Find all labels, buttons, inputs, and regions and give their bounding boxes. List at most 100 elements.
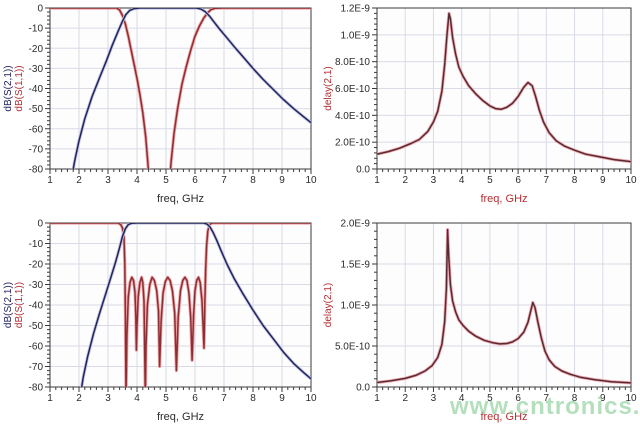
chart-sparams-lower: 1 2 3 4 5 6 7 8 9 10 0 -10 -20 -30 -40 -50 -60 -70 -80 dB(… [0, 215, 320, 429]
x-tick-label: 10 [305, 393, 317, 404]
y-tick-label: -70 [29, 144, 44, 155]
x-tick-label: 5 [487, 175, 493, 186]
x-axis-title: freq, GHz [480, 411, 528, 423]
plot-area-delay-upper: 1 2 3 4 5 6 7 8 9 10 1.2E-9 1.0E-9 8.0E-10 6.0E-10 4.0… [335, 4, 637, 187]
axis-ticks [45, 222, 312, 392]
y-axis-title: delay(2,1) [323, 8, 334, 169]
x-tick-label: 7 [221, 175, 227, 186]
x-tick-label: 2 [76, 393, 82, 404]
x-tick-labels: 1 2 3 4 5 6 7 8 9 10 [47, 175, 317, 186]
x-tick-labels: 1 2 3 4 5 6 7 8 9 10 [374, 393, 637, 404]
y-tick-label: 0.0 [356, 383, 370, 394]
x-tick-label: 10 [305, 175, 317, 186]
x-tick-label: 1 [374, 393, 380, 404]
y-tick-labels: 2.0E-9 1.5E-9 1.0E-9 5.0E-10 0.0 [335, 219, 370, 394]
x-tick-label: 9 [600, 393, 606, 404]
y-tick-label: 0.0 [356, 165, 370, 176]
x-tick-label: 6 [192, 393, 198, 404]
x-tick-label: 6 [515, 175, 521, 186]
x-tick-label: 10 [625, 175, 637, 186]
x-tick-label: 5 [487, 393, 493, 404]
x-tick-label: 4 [459, 175, 465, 186]
y-tick-label: 1.2E-9 [341, 4, 371, 15]
chart-delay-upper: 1 2 3 4 5 6 7 8 9 10 1.2E-9 1.0E-9 8.0E-10 6.0E-10 4.0… [320, 0, 640, 215]
x-tick-label: 5 [163, 393, 169, 404]
x-tick-label: 8 [250, 175, 256, 186]
x-tick-label: 4 [134, 175, 140, 186]
y-tick-label: 1.0E-9 [341, 30, 371, 41]
y-axis-title-s11: dB(S(1,1)) [14, 281, 25, 329]
y-axis-title: dB(S(2,1)) dB(S(1,1)) [3, 223, 25, 387]
plot-area-delay-lower: 1 2 3 4 5 6 7 8 9 10 2.0E-9 1.5E-9 1.0E-9 5.0E-10 0.0 [335, 219, 637, 405]
x-tick-label: 9 [600, 175, 606, 186]
y-axis-title-delay: delay(2,1) [323, 66, 334, 111]
x-tick-label: 9 [279, 175, 285, 186]
series-delay(2,1) [377, 12, 631, 163]
y-tick-label: 2.0E-10 [335, 138, 370, 149]
x-tick-label: 2 [76, 175, 82, 186]
x-tick-label: 8 [572, 393, 578, 404]
y-tick-label: -10 [29, 239, 44, 250]
x-tick-labels: 1 2 3 4 5 6 7 8 9 10 [47, 393, 317, 404]
x-tick-label: 2 [402, 393, 408, 404]
x-tick-label: 8 [250, 393, 256, 404]
x-axis-title: freq, GHz [480, 193, 528, 205]
x-tick-label: 6 [192, 175, 198, 186]
y-tick-label: -80 [29, 383, 44, 394]
y-tick-label: 8.0E-10 [335, 57, 370, 68]
y-tick-label: -60 [29, 342, 44, 353]
y-tick-label: -40 [29, 301, 44, 312]
y-tick-label: -20 [29, 44, 44, 55]
y-tick-labels: 0 -10 -20 -30 -40 -50 -60 -70 -80 [29, 219, 44, 394]
x-tick-label: 7 [544, 393, 550, 404]
y-tick-label: -10 [29, 24, 44, 35]
x-tick-label: 5 [163, 175, 169, 186]
x-tick-label: 10 [625, 393, 637, 404]
y-tick-label: -60 [29, 124, 44, 135]
y-tick-label: -80 [29, 165, 44, 176]
y-axis-title-delay: delay(2,1) [323, 282, 334, 328]
y-tick-labels: 1.2E-9 1.0E-9 8.0E-10 6.0E-10 4.0E-10 2.0E-10… [335, 4, 370, 176]
axis-ticks [372, 7, 632, 174]
x-tick-label: 3 [105, 175, 111, 186]
x-tick-label: 4 [134, 393, 140, 404]
x-tick-label: 7 [544, 175, 550, 186]
series-dB(S(1,1)) [50, 223, 311, 387]
series-dB(S(2,1)) [72, 8, 311, 169]
y-axis-title: delay(2,1) [323, 223, 334, 387]
y-tick-label: 2.0E-9 [341, 219, 371, 230]
y-tick-label: 6.0E-10 [335, 84, 370, 95]
x-tick-label: 3 [431, 393, 437, 404]
x-tick-label: 9 [279, 393, 285, 404]
x-tick-label: 2 [402, 175, 408, 186]
x-tick-label: 3 [105, 393, 111, 404]
plot-area-sparams-upper: 1 2 3 4 5 6 7 8 9 10 0 -10 -20 -30 -40 -50 -60 -70 -80 [29, 4, 317, 187]
series-dB(S(1,1)) [50, 8, 311, 169]
x-tick-label: 1 [47, 393, 53, 404]
y-tick-label: 5.0E-10 [335, 342, 370, 353]
x-axis-title: freq, GHz [156, 411, 205, 423]
x-tick-label: 3 [431, 175, 437, 186]
x-tick-label: 4 [459, 393, 465, 404]
y-axis-title-s21: dB(S(2,1)) [3, 65, 14, 112]
y-tick-label: -50 [29, 104, 44, 115]
y-tick-label: 1.0E-9 [341, 301, 371, 312]
y-tick-label: 0 [37, 219, 43, 230]
y-axis-title-s11: dB(S(1,1)) [14, 65, 25, 112]
x-tick-label: 1 [374, 175, 380, 186]
x-tick-label: 8 [572, 175, 578, 186]
x-tick-labels: 1 2 3 4 5 6 7 8 9 10 [374, 175, 637, 186]
y-tick-label: -40 [29, 84, 44, 95]
chart-sparams-upper: 1 2 3 4 5 6 7 8 9 10 0 -10 -20 -30 -40 -50 -60 -70 -80 dB(… [0, 0, 320, 215]
series-delay(2,1) [377, 228, 631, 384]
x-tick-label: 6 [515, 393, 521, 404]
y-tick-label: 1.5E-9 [341, 260, 371, 271]
series-dB(S(2,1)) [80, 223, 311, 387]
y-tick-label: -30 [29, 64, 44, 75]
x-tick-label: 7 [221, 393, 227, 404]
y-tick-label: -50 [29, 321, 44, 332]
y-axis-title-s21: dB(S(2,1)) [3, 281, 14, 329]
axis-ticks [372, 222, 632, 392]
x-tick-label: 1 [47, 175, 53, 186]
